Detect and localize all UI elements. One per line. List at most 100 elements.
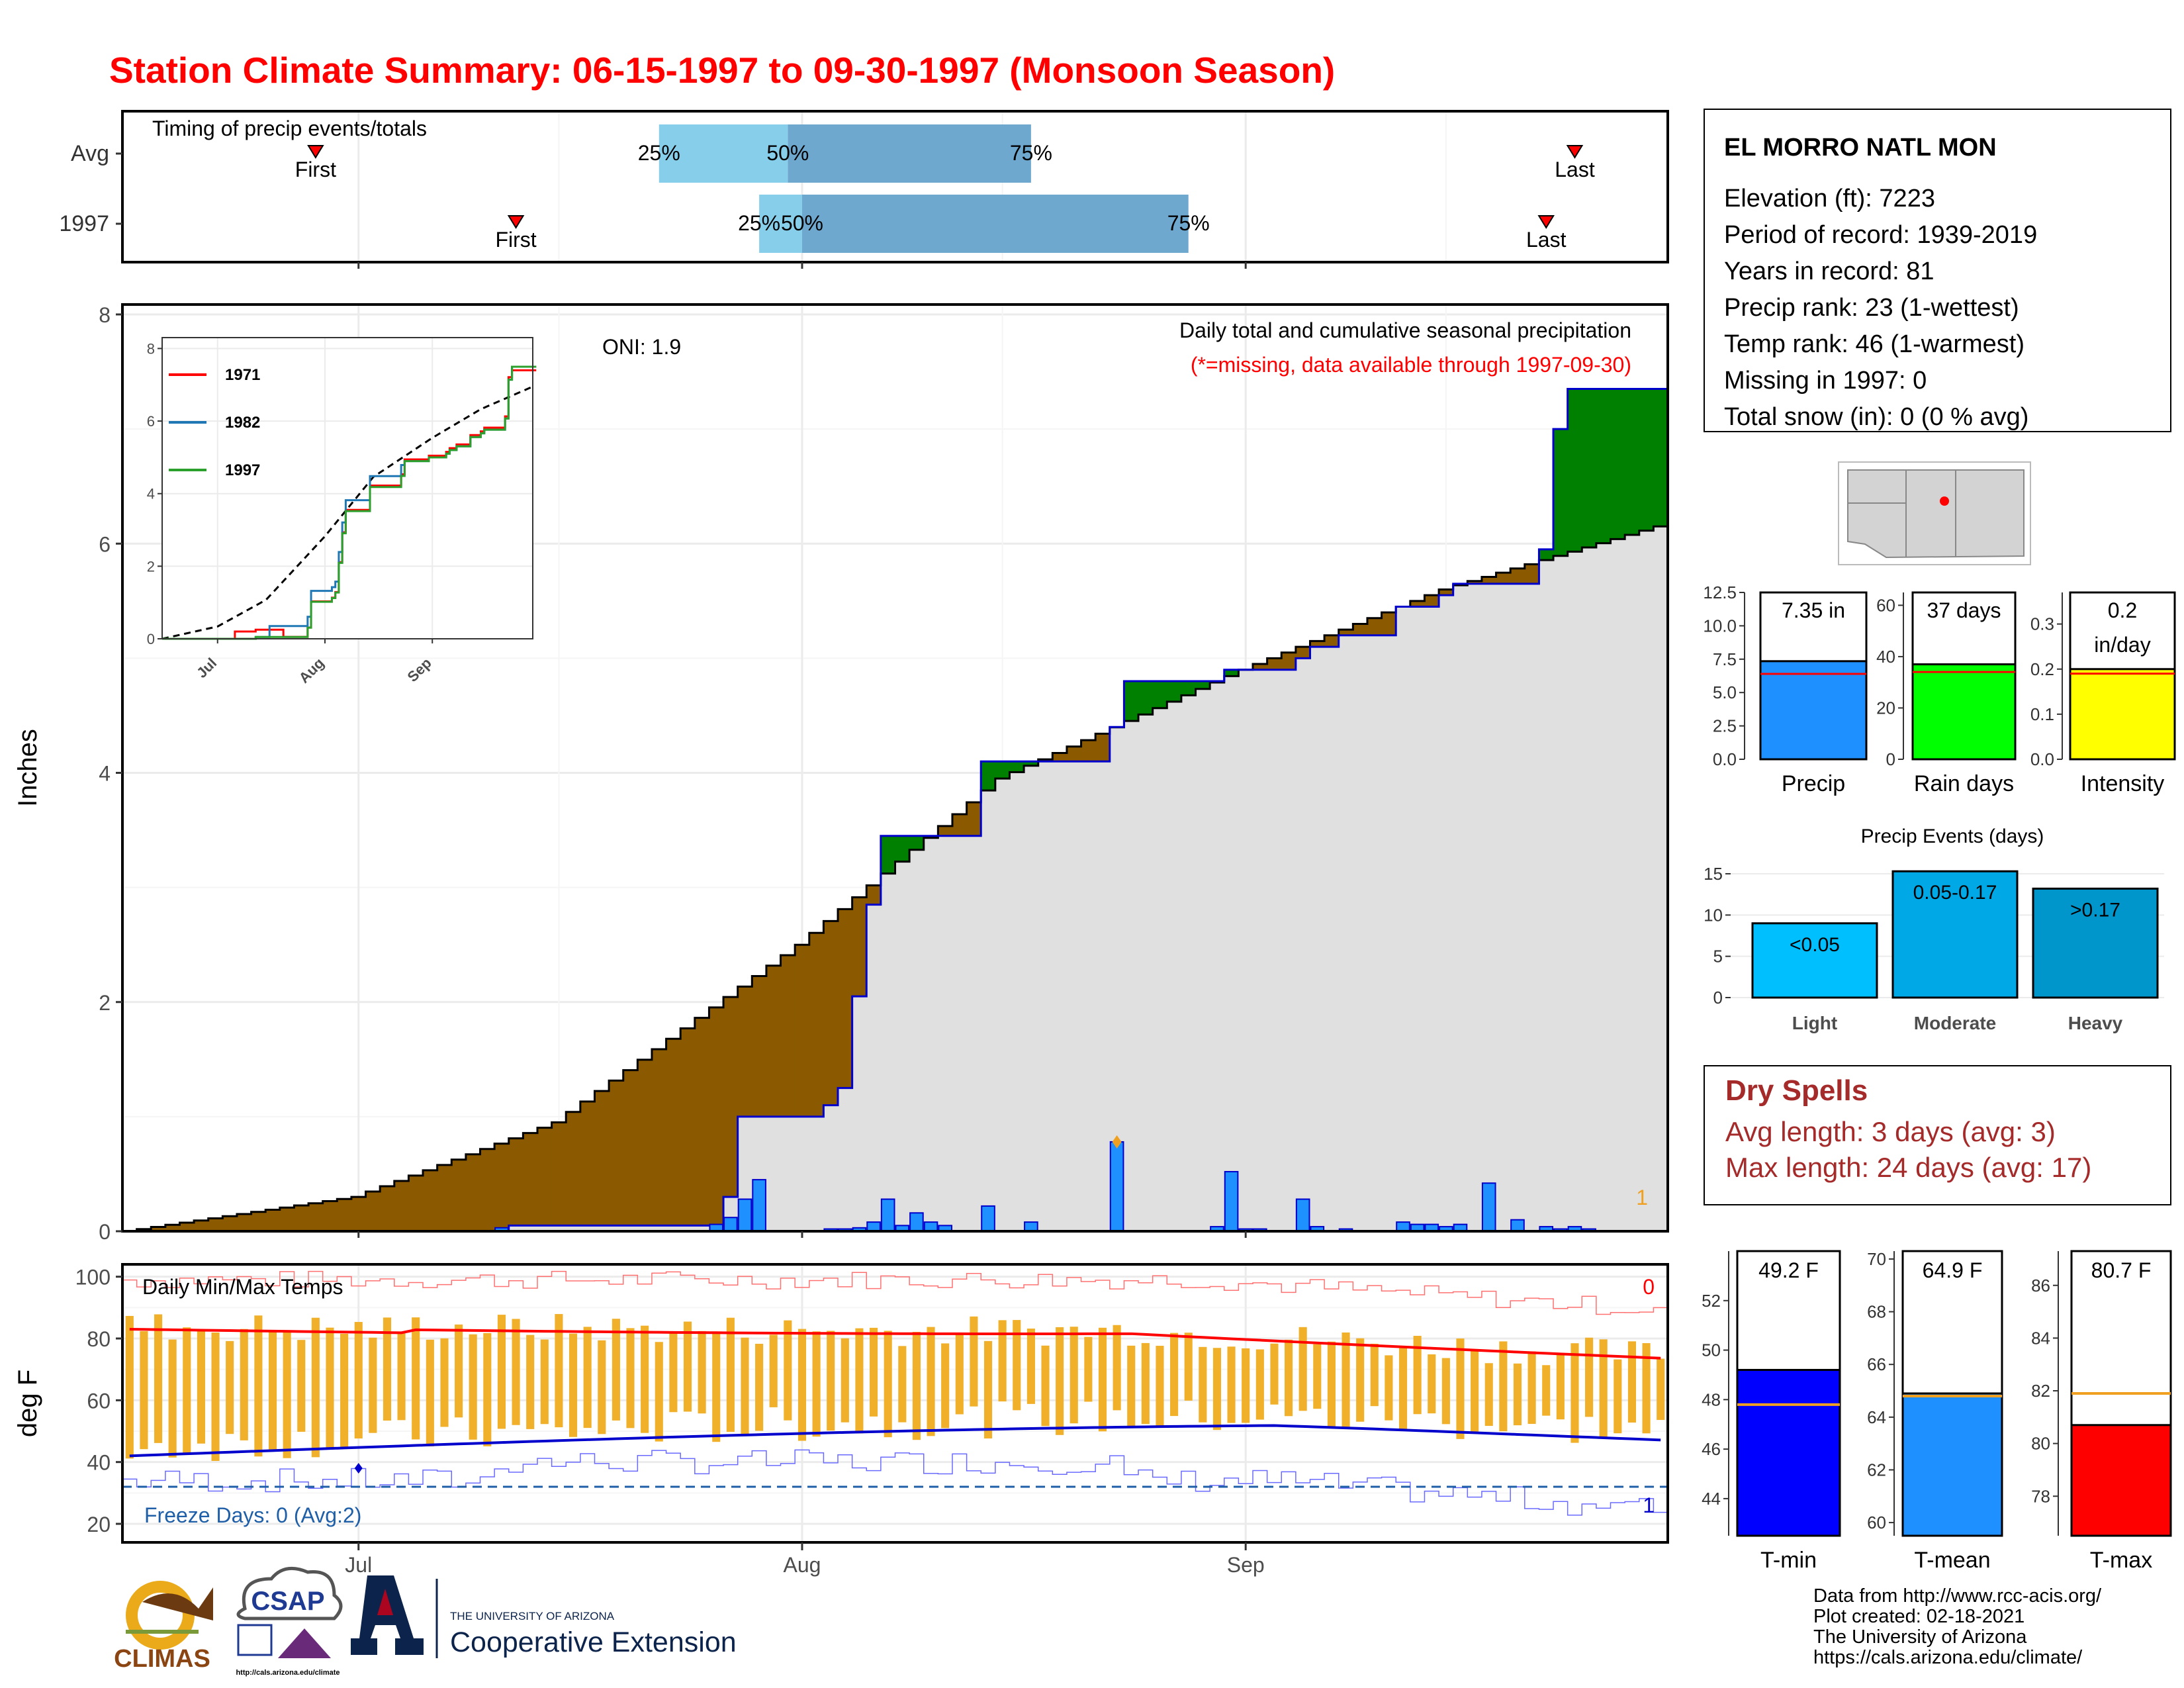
timing-q75-label: 75%	[1167, 211, 1210, 235]
daily-temp-bar	[412, 1317, 420, 1440]
below-average-area	[308, 1203, 324, 1231]
daily-temp-bar	[469, 1334, 477, 1440]
daily-precip-bar	[981, 1205, 995, 1232]
daily-temp-bar	[712, 1331, 721, 1442]
timing-bar-q25-q50	[759, 195, 802, 253]
temp-bar-y-tick-label: 48	[1702, 1389, 1721, 1409]
temp-bar-y-tick-label: 82	[2031, 1381, 2050, 1401]
daily-temp-bar	[1513, 1363, 1522, 1426]
temp-series	[122, 1270, 1668, 1516]
above-average-area	[1195, 681, 1210, 689]
daily-temp-bar	[769, 1335, 778, 1407]
daily-temp-bar	[1285, 1339, 1293, 1417]
daily-temp-bar	[1298, 1327, 1307, 1411]
below-average-area	[351, 1197, 367, 1231]
daily-temp-bar	[1614, 1359, 1622, 1434]
daily-temp-bar	[125, 1315, 134, 1459]
precip-y-axis: 0 2 4 6 8	[99, 303, 122, 1244]
daily-temp-bar	[927, 1327, 935, 1436]
inset-legend-label: 1997	[225, 461, 260, 479]
timing-bar-q50-q75	[788, 124, 1031, 183]
daily-temp-bar	[1127, 1345, 1136, 1427]
daily-precip-bar	[1295, 1198, 1310, 1233]
above-average-area	[909, 835, 925, 850]
temp-bar-label: T-min	[1760, 1548, 1817, 1573]
daily-temp-bar	[1441, 1358, 1450, 1425]
daily-temp-bar	[1356, 1338, 1365, 1422]
precip-events-chart: Precip Events (days) 0 5 10 15 <0.05 Light 0.0…	[1704, 825, 2164, 1033]
temp-bar-y-tick-label: 50	[1702, 1340, 1721, 1360]
below-average-area	[551, 1122, 567, 1226]
station-name: EL MORRO NATL MON	[1724, 134, 1997, 162]
daily-temp-bar	[898, 1346, 907, 1423]
daily-temp-bar	[626, 1328, 635, 1429]
daily-temp-bar	[884, 1331, 892, 1438]
daily-temp-bar	[569, 1333, 578, 1437]
dry-spells-max: Max length: 24 days (avg: 17)	[1725, 1152, 2091, 1183]
below-average-area	[294, 1205, 309, 1231]
below-average-area	[666, 1039, 681, 1226]
station-missing: Missing in 1997: 0	[1724, 367, 1927, 395]
daily-temp-bar	[1542, 1365, 1551, 1416]
min-temp-marker	[354, 1463, 363, 1474]
daily-temp-bar	[1212, 1348, 1222, 1430]
daily-temp-bar	[397, 1333, 406, 1421]
daily-temp-bar	[1556, 1352, 1565, 1420]
mini-y-tick-label: 5.0	[1713, 682, 1737, 702]
temp-bar-1	[1901, 1392, 2003, 1537]
temp-y-tick-label: 80	[87, 1327, 111, 1351]
temp-bar-value: 64.9 F	[1923, 1258, 1983, 1282]
below-average-area	[1295, 647, 1311, 659]
oni-label: ONI: 1.9	[602, 335, 681, 359]
below-average-area	[1281, 652, 1297, 670]
below-average-area	[1439, 589, 1454, 596]
daily-temp-bar	[1098, 1327, 1107, 1432]
daily-temp-bar	[512, 1319, 520, 1425]
daily-temp-bar	[1069, 1327, 1078, 1424]
events-y-tick-label: 5	[1713, 947, 1723, 966]
daily-temp-bar	[1227, 1346, 1236, 1423]
daily-temp-bar	[1084, 1336, 1093, 1402]
below-average-area	[938, 825, 953, 836]
mini-bar-1	[1911, 663, 2017, 761]
daily-temp-bar	[726, 1317, 735, 1432]
station-temp-rank: Temp rank: 46 (1-warmest)	[1724, 330, 2025, 358]
daily-temp-bar	[1428, 1354, 1436, 1414]
temp-y-axis: 20 40 60 80 100	[75, 1266, 122, 1536]
events-bar-label: Heavy	[2068, 1013, 2123, 1033]
temperature-summary-bars: 44 46 48 50 52 49.2 F T-min 60 62 64 66 68 70 64.9 F T…	[1702, 1249, 2172, 1573]
events-bar-inner-label: >0.17	[2070, 899, 2120, 921]
ua-small-text: THE UNIVERSITY OF ARIZONA	[450, 1610, 615, 1622]
mini-bar-value-unit: in/day	[2094, 633, 2150, 657]
csap-logo-text: CSAP	[251, 1587, 324, 1616]
station-location-dot	[1940, 496, 1949, 506]
precip-corner-count: 1	[1636, 1186, 1648, 1209]
events-bar-inner-label: 0.05-0.17	[1913, 882, 1997, 904]
daily-temp-bar	[1255, 1349, 1264, 1420]
daily-precip-bar	[1109, 1141, 1124, 1233]
temp-bar-y-tick-label: 62	[1867, 1460, 1886, 1479]
daily-temp-bar	[583, 1327, 592, 1429]
below-average-area	[1081, 740, 1096, 762]
daily-temp-bar	[311, 1317, 320, 1458]
temp-corner-bottom: 1	[1643, 1493, 1655, 1517]
daily-temp-bar	[983, 1340, 993, 1439]
mini-y-tick-label: 40	[1876, 647, 1895, 667]
daily-temp-bar	[655, 1342, 663, 1442]
temp-bar-y-tick-label: 78	[2031, 1486, 2050, 1506]
precip-missing-note: (*=missing, data available through 1997-…	[1191, 353, 1631, 377]
events-bar-label: Light	[1792, 1013, 1837, 1033]
above-average-area	[1582, 389, 1597, 548]
timing-first-marker	[507, 215, 525, 229]
daily-precip-bar	[1481, 1182, 1496, 1232]
daily-temp-bar	[254, 1315, 263, 1457]
temp-bar-y-tick-label: 86	[2031, 1276, 2050, 1295]
below-average-area	[408, 1175, 424, 1231]
daily-temp-bar	[797, 1329, 807, 1441]
figure-title: Station Climate Summary: 06-15-1997 to 0…	[109, 50, 1335, 91]
timing-q25-label: 25%	[638, 141, 680, 165]
below-average-area	[1481, 577, 1497, 584]
below-average-area	[1410, 600, 1426, 607]
